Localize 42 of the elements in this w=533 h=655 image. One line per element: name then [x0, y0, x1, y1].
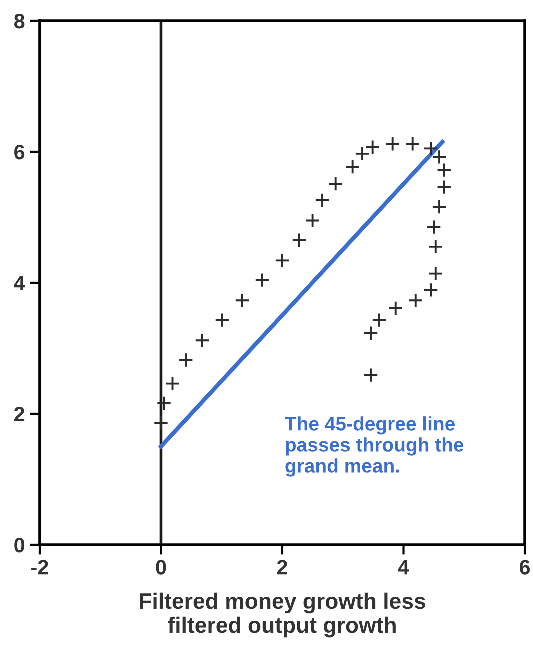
point	[214, 312, 230, 328]
x-axis-title: Filtered money growth less filtered output growth	[140, 592, 426, 638]
point	[436, 162, 452, 178]
point	[436, 180, 452, 195]
point	[405, 136, 420, 152]
point	[292, 232, 308, 248]
point	[372, 312, 388, 328]
point	[388, 300, 404, 316]
x-tick-label: 4	[398, 560, 410, 575]
point	[234, 293, 250, 308]
point	[428, 266, 444, 282]
point	[423, 282, 439, 298]
annotation: The 45-degree line passes through the grand mean.	[285, 416, 464, 477]
point	[423, 141, 439, 156]
point	[305, 213, 320, 228]
point	[156, 396, 172, 412]
x-tick-label: 6	[520, 560, 530, 575]
x-tick-label: -2	[32, 560, 48, 575]
point	[385, 136, 400, 152]
point	[428, 239, 444, 254]
point	[408, 293, 424, 308]
x-tick-label: 0	[156, 560, 166, 575]
point	[432, 150, 448, 165]
point	[328, 176, 344, 192]
point	[345, 159, 360, 175]
point	[432, 199, 448, 215]
y-tick-label: 4	[14, 276, 26, 291]
point	[363, 368, 379, 383]
y-tick-label: 2	[14, 406, 25, 422]
point	[274, 253, 290, 268]
point	[165, 376, 180, 392]
point	[154, 416, 169, 431]
y-tick-label: 8	[14, 14, 25, 29]
point	[194, 333, 210, 348]
y-tick-label: 6	[14, 144, 25, 160]
point	[363, 326, 379, 341]
point	[314, 192, 330, 208]
point	[254, 272, 270, 288]
y-tick-label: 0	[14, 538, 25, 553]
x-tick-label: 2	[277, 560, 288, 575]
point	[426, 220, 442, 235]
point	[178, 352, 194, 368]
